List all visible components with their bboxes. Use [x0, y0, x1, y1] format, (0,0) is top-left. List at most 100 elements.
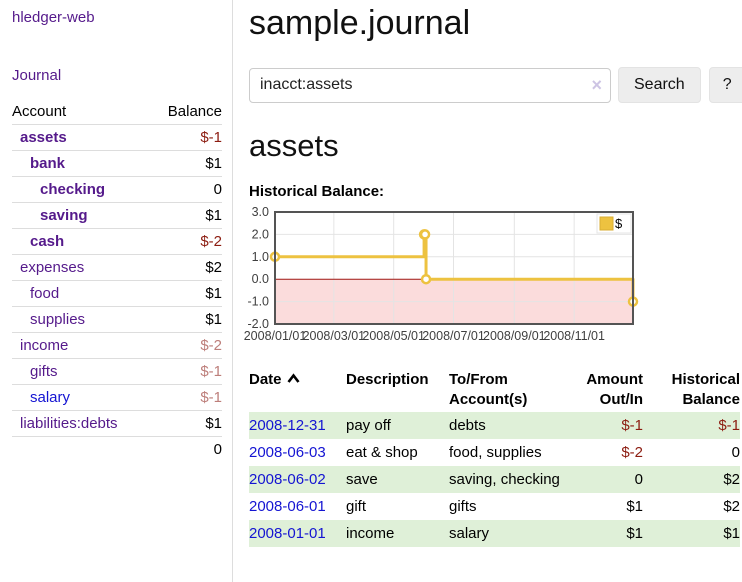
transaction-amount: $1: [626, 525, 643, 542]
help-button[interactable]: ?: [708, 67, 742, 103]
register-row: 2008-06-02 save saving, checking 0 $2: [249, 466, 740, 493]
svg-text:-2.0: -2.0: [247, 317, 269, 331]
account-link-gifts[interactable]: gifts: [30, 363, 58, 380]
transaction-description: pay off: [346, 417, 391, 434]
svg-text:-1.0: -1.0: [247, 295, 269, 309]
main-content: sample.journal × Search ? assets Histori…: [233, 0, 742, 582]
account-row-expenses: expenses $2: [12, 254, 222, 281]
transaction-balance: $-1: [718, 417, 740, 434]
account-row-food: food $1: [12, 280, 222, 307]
account-row-saving: saving $1: [12, 202, 222, 229]
accounts-col-account: Account: [12, 99, 151, 125]
svg-text:2008/07/01: 2008/07/01: [422, 329, 485, 343]
svg-text:1.0: 1.0: [252, 250, 269, 264]
register-col-date-label: Date: [249, 371, 282, 388]
account-balance: $1: [150, 202, 222, 229]
svg-text:2008/09/01: 2008/09/01: [483, 329, 546, 343]
transaction-description: gift: [346, 498, 367, 515]
account-link-expenses[interactable]: expenses: [20, 259, 85, 276]
account-link-income[interactable]: income: [20, 337, 69, 354]
register-row: 2008-06-03 eat & shop food, supplies $-2…: [249, 439, 740, 466]
search-field-wrap: ×: [249, 67, 611, 103]
register-col-amount: Amount Out/In: [586, 371, 643, 408]
account-balance: 0: [150, 176, 222, 203]
brand-link[interactable]: hledger-web: [12, 9, 95, 26]
accounts-total-value: 0: [150, 436, 222, 462]
account-link-liabilities-debts[interactable]: liabilities:debts: [20, 415, 118, 432]
transaction-date-link[interactable]: 2008-06-03: [249, 444, 326, 461]
transaction-date-link[interactable]: 2008-12-31: [249, 417, 326, 434]
transaction-balance: $2: [723, 498, 740, 515]
register-row: 2008-06-01 gift gifts $1 $2: [249, 493, 740, 520]
register-row: 2008-01-01 income salary $1 $1: [249, 520, 740, 547]
register-row: 2008-12-31 pay off debts $-1 $-1: [249, 412, 740, 439]
account-balance: $-2: [150, 332, 222, 359]
account-row-liabilities-debts: liabilities:debts $1: [12, 410, 222, 437]
account-link-bank[interactable]: bank: [30, 155, 66, 172]
account-balance: $1: [150, 410, 222, 437]
account-balance: $1: [150, 306, 222, 333]
transaction-description: save: [346, 471, 378, 488]
search-button[interactable]: Search: [618, 67, 701, 103]
svg-text:2.0: 2.0: [252, 227, 269, 241]
register-col-accounts: To/From Account(s): [449, 371, 528, 408]
account-row-checking: checking 0: [12, 176, 222, 203]
account-balance: $-2: [150, 228, 222, 255]
account-balance: $1: [150, 150, 222, 177]
historical-balance-chart: 3.0 2.0 1.0 0.0 -1.0 -2.02008/01/012008/03/01…: [244, 206, 639, 343]
register-col-description: Description: [346, 371, 429, 388]
register-header-row: Date Description To/From Account(s) Amou…: [249, 367, 740, 412]
svg-text:2008/01/01: 2008/01/01: [244, 329, 307, 343]
transaction-amount: $-2: [621, 444, 643, 461]
account-link-checking[interactable]: checking: [40, 181, 106, 198]
transaction-amount: 0: [634, 471, 643, 488]
transaction-accounts: salary: [449, 525, 490, 542]
chart-title: Historical Balance:: [249, 183, 385, 200]
transaction-accounts: saving, checking: [449, 471, 560, 488]
account-balance: $1: [150, 280, 222, 307]
transaction-accounts: food, supplies: [449, 444, 542, 461]
transaction-date-link[interactable]: 2008-06-01: [249, 498, 326, 515]
accounts-col-balance: Balance: [150, 99, 222, 125]
account-heading: assets: [249, 128, 339, 163]
search-bar: × Search ?: [249, 67, 742, 103]
transaction-date-link[interactable]: 2008-06-02: [249, 471, 326, 488]
sort-ascending-icon: [286, 370, 301, 390]
transaction-date-link[interactable]: 2008-01-01: [249, 525, 326, 542]
account-link-saving[interactable]: saving: [40, 207, 88, 224]
account-balance: $-1: [200, 129, 222, 146]
accounts-table: Account Balance assets $-1 bank $1 checkin…: [12, 99, 222, 462]
account-link-food[interactable]: food: [30, 285, 60, 302]
sidebar: hledger-web Journal Account Balance asse…: [0, 0, 233, 582]
nav-journal-link[interactable]: Journal: [12, 67, 62, 84]
search-input[interactable]: [249, 67, 611, 103]
page-title: sample.journal: [249, 4, 471, 42]
account-row-income: income $-2: [12, 332, 222, 359]
accounts-header-row: Account Balance: [12, 99, 222, 125]
transaction-balance: $1: [723, 525, 740, 542]
clear-search-icon[interactable]: ×: [591, 74, 602, 95]
account-row-gifts: gifts $-1: [12, 358, 222, 385]
svg-text:3.0: 3.0: [252, 206, 269, 219]
account-link-cash[interactable]: cash: [30, 233, 65, 250]
register-col-balance: Historical Balance: [671, 371, 740, 408]
account-link-salary[interactable]: salary: [30, 389, 71, 406]
account-link-assets[interactable]: assets: [20, 129, 67, 146]
account-row-cash: cash $-2: [12, 228, 222, 255]
svg-text:2008/11/01: 2008/11/01: [543, 329, 605, 343]
account-balance: $-1: [150, 384, 222, 411]
account-row-salary: salary $-1: [12, 384, 222, 411]
account-link-supplies[interactable]: supplies: [30, 311, 86, 328]
register-col-date[interactable]: Date: [249, 367, 346, 412]
account-row-assets: assets $-1: [12, 125, 222, 151]
account-balance: $-1: [150, 358, 222, 385]
transaction-balance: $2: [723, 471, 740, 488]
account-row-supplies: supplies $1: [12, 306, 222, 333]
svg-text:2008/05/01: 2008/05/01: [362, 329, 425, 343]
accounts-total-row: 0: [12, 436, 222, 462]
transaction-description: eat & shop: [346, 444, 418, 461]
transaction-amount: $-1: [621, 417, 643, 434]
transaction-balance: 0: [731, 444, 740, 461]
account-row-bank: bank $1: [12, 150, 222, 177]
